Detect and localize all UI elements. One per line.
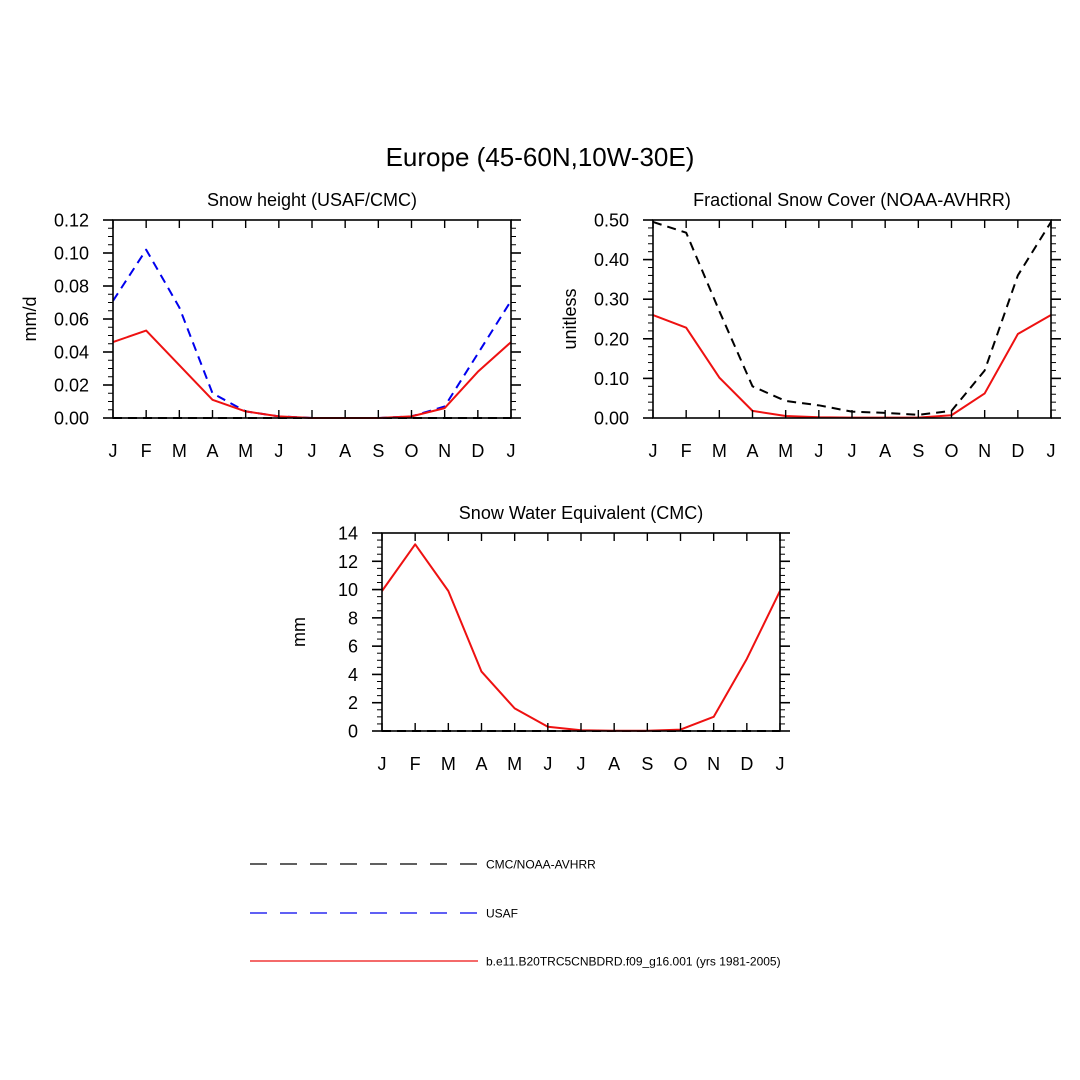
- x-tick-label: A: [206, 441, 218, 461]
- plot-frame: [112, 219, 512, 419]
- plot-frame: [381, 532, 781, 732]
- y-tick-label: 0.20: [594, 329, 629, 349]
- series-line-cmc_noaa: [652, 221, 1052, 416]
- y-axis-label: mm/d: [20, 297, 40, 342]
- y-tick-label: 2: [348, 693, 358, 713]
- panel-snow-height: Snow height (USAF/CMC)mm/dJ F M A M J J A S O N D J0…: [20, 190, 521, 461]
- panel-title: Fractional Snow Cover (NOAA-AVHRR): [693, 190, 1011, 210]
- y-axis-label: mm: [289, 617, 309, 647]
- y-tick-label: 10: [338, 580, 358, 600]
- x-tick-label: J: [308, 441, 317, 461]
- x-tick-label: J: [814, 441, 823, 461]
- x-tick-label: J: [848, 441, 857, 461]
- y-tick-label: 4: [348, 665, 358, 685]
- x-tick-label: D: [1011, 441, 1024, 461]
- y-tick-label: 0.06: [54, 310, 89, 330]
- x-tick-label: O: [404, 441, 418, 461]
- x-tick-label: J: [577, 754, 586, 774]
- panel-title: Snow height (USAF/CMC): [207, 190, 417, 210]
- x-tick-label: D: [740, 754, 753, 774]
- y-tick-label: 0.02: [54, 376, 89, 396]
- x-tick-label: M: [507, 754, 522, 774]
- y-tick-label: 6: [348, 637, 358, 657]
- legend-label-cmc_noaa: CMC/NOAA-AVHRR: [486, 858, 596, 872]
- y-tick-label: 0.40: [594, 250, 629, 270]
- x-tick-label: F: [681, 441, 692, 461]
- x-tick-label: J: [378, 754, 387, 774]
- figure-title: Europe (45-60N,10W-30E): [386, 142, 695, 172]
- series-line-model: [381, 543, 781, 732]
- x-tick-label: J: [274, 441, 283, 461]
- legend: CMC/NOAA-AVHRR USAF b.e11.B20TRC5CNBDRD.f0…: [250, 858, 781, 969]
- y-tick-label: 0.12: [54, 211, 89, 231]
- y-tick-label: 0.04: [54, 343, 89, 363]
- x-tick-label: M: [778, 441, 793, 461]
- x-tick-label: O: [673, 754, 687, 774]
- plot-frame: [652, 219, 1052, 419]
- series-line-model: [652, 314, 1052, 419]
- x-tick-label: J: [649, 441, 658, 461]
- y-tick-label: 0.50: [594, 211, 629, 231]
- y-axis-label: unitless: [560, 288, 580, 349]
- x-tick-label: S: [372, 441, 384, 461]
- y-tick-label: 0.00: [54, 409, 89, 429]
- series-line-model: [112, 329, 512, 419]
- x-tick-label: S: [641, 754, 653, 774]
- x-tick-label: S: [912, 441, 924, 461]
- x-tick-label: M: [172, 441, 187, 461]
- x-tick-label: A: [879, 441, 891, 461]
- panel-snow-water-equivalent: Snow Water Equivalent (CMC)mmJ F M A M J J A S O N…: [289, 503, 790, 774]
- x-tick-label: A: [608, 754, 620, 774]
- x-tick-label: D: [471, 441, 484, 461]
- x-tick-label: N: [438, 441, 451, 461]
- x-tick-label: J: [507, 441, 516, 461]
- x-tick-label: N: [978, 441, 991, 461]
- y-tick-label: 0.00: [594, 409, 629, 429]
- x-tick-label: M: [238, 441, 253, 461]
- x-tick-label: J: [543, 754, 552, 774]
- y-tick-label: 8: [348, 608, 358, 628]
- x-tick-label: N: [707, 754, 720, 774]
- panel-fractional-snow-cover: Fractional Snow Cover (NOAA-AVHRR) unitle…: [560, 190, 1061, 461]
- x-tick-label: J: [776, 754, 785, 774]
- panel-title: Snow Water Equivalent (CMC): [459, 503, 703, 523]
- x-tick-label: M: [441, 754, 456, 774]
- x-tick-label: M: [712, 441, 727, 461]
- x-tick-label: J: [109, 441, 118, 461]
- series-line-usaf: [112, 248, 512, 419]
- legend-label-usaf: USAF: [486, 907, 518, 921]
- y-tick-label: 0.10: [594, 369, 629, 389]
- y-tick-label: 0.08: [54, 277, 89, 297]
- y-tick-label: 0.10: [54, 244, 89, 264]
- y-tick-label: 12: [338, 552, 358, 572]
- y-tick-label: 14: [338, 524, 358, 544]
- y-tick-label: 0.30: [594, 290, 629, 310]
- x-tick-label: A: [339, 441, 351, 461]
- x-tick-label: A: [746, 441, 758, 461]
- x-tick-label: F: [141, 441, 152, 461]
- y-tick-label: 0: [348, 722, 358, 742]
- x-tick-label: J: [1047, 441, 1056, 461]
- x-tick-label: O: [944, 441, 958, 461]
- legend-label-model: b.e11.B20TRC5CNBDRD.f09_g16.001 (yrs 198…: [486, 955, 781, 969]
- x-tick-label: A: [475, 754, 487, 774]
- x-tick-label: F: [410, 754, 421, 774]
